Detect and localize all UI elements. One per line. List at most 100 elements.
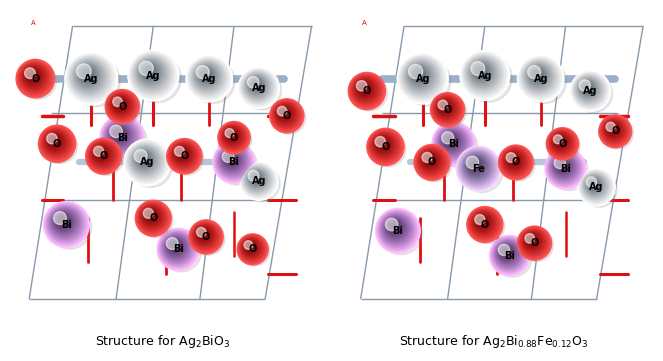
Circle shape (422, 152, 432, 162)
Circle shape (272, 102, 300, 129)
Circle shape (241, 70, 276, 105)
Circle shape (436, 98, 456, 118)
Circle shape (247, 169, 267, 189)
Circle shape (141, 63, 159, 81)
Circle shape (251, 173, 262, 184)
Circle shape (58, 216, 68, 226)
Circle shape (113, 97, 122, 106)
Circle shape (54, 212, 74, 232)
Circle shape (249, 78, 264, 93)
Circle shape (158, 230, 198, 269)
Circle shape (137, 58, 166, 88)
Circle shape (517, 226, 552, 260)
Circle shape (503, 149, 527, 174)
Circle shape (47, 205, 84, 242)
Circle shape (50, 208, 80, 238)
Circle shape (417, 147, 446, 176)
Circle shape (139, 203, 173, 238)
Circle shape (493, 239, 524, 271)
Circle shape (247, 244, 252, 249)
Circle shape (553, 156, 573, 177)
Circle shape (68, 55, 113, 100)
Text: Bi: Bi (505, 251, 515, 261)
Circle shape (72, 60, 106, 94)
Circle shape (506, 153, 516, 162)
Circle shape (243, 71, 281, 110)
Circle shape (243, 165, 273, 195)
Circle shape (385, 218, 398, 231)
Circle shape (143, 66, 154, 77)
Circle shape (223, 152, 239, 167)
Circle shape (528, 236, 536, 244)
Circle shape (243, 239, 260, 257)
Circle shape (600, 116, 631, 147)
Circle shape (25, 68, 35, 79)
Circle shape (105, 90, 139, 124)
Circle shape (436, 97, 457, 119)
Circle shape (275, 105, 295, 124)
Circle shape (426, 157, 432, 162)
Circle shape (139, 204, 165, 230)
Circle shape (559, 162, 565, 168)
Circle shape (499, 145, 533, 180)
Circle shape (192, 62, 223, 92)
Circle shape (525, 63, 552, 90)
Circle shape (170, 143, 196, 168)
Circle shape (503, 249, 509, 255)
Circle shape (145, 209, 157, 222)
Circle shape (129, 143, 173, 187)
Circle shape (552, 155, 575, 179)
Circle shape (361, 85, 366, 91)
Circle shape (82, 70, 90, 78)
Circle shape (501, 247, 512, 258)
Circle shape (133, 56, 170, 92)
Circle shape (110, 125, 122, 138)
Circle shape (132, 147, 158, 174)
Circle shape (135, 151, 152, 168)
Circle shape (174, 146, 184, 156)
Circle shape (93, 146, 103, 156)
Circle shape (575, 75, 603, 104)
Circle shape (223, 127, 242, 145)
Circle shape (493, 239, 532, 277)
Circle shape (505, 152, 523, 169)
Circle shape (168, 140, 200, 173)
Circle shape (469, 60, 495, 86)
Circle shape (385, 218, 405, 238)
Circle shape (434, 96, 459, 121)
Circle shape (501, 147, 530, 177)
Circle shape (244, 166, 272, 194)
Circle shape (157, 228, 200, 270)
Circle shape (25, 68, 41, 85)
Circle shape (418, 148, 452, 182)
Circle shape (578, 79, 599, 99)
Circle shape (243, 72, 272, 101)
Circle shape (111, 126, 127, 143)
Circle shape (433, 123, 473, 164)
Circle shape (166, 238, 178, 249)
Circle shape (191, 61, 225, 94)
Circle shape (171, 243, 178, 249)
Circle shape (388, 221, 401, 234)
Circle shape (172, 144, 193, 165)
Circle shape (238, 235, 267, 264)
Circle shape (159, 231, 196, 267)
Circle shape (86, 138, 122, 174)
Circle shape (127, 142, 166, 182)
Circle shape (49, 136, 60, 147)
Circle shape (467, 157, 484, 174)
Circle shape (113, 97, 128, 112)
Circle shape (469, 159, 482, 172)
Circle shape (224, 128, 241, 144)
Circle shape (198, 229, 210, 241)
Circle shape (191, 222, 220, 251)
Circle shape (372, 134, 396, 157)
Circle shape (239, 69, 278, 106)
Circle shape (131, 146, 160, 176)
Circle shape (528, 66, 548, 86)
Circle shape (580, 81, 595, 96)
Circle shape (145, 67, 152, 75)
Circle shape (524, 233, 541, 250)
Circle shape (447, 137, 453, 143)
Circle shape (52, 210, 76, 234)
